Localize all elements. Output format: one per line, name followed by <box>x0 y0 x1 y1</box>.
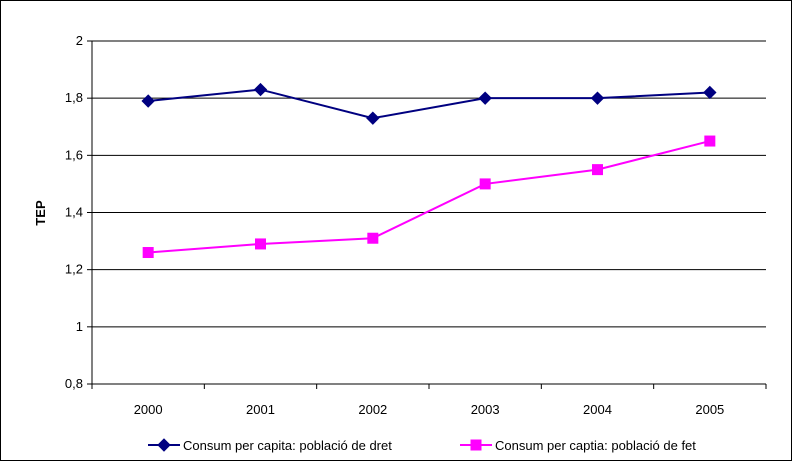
y-tick-label: 1 <box>76 319 83 334</box>
series-layer <box>141 82 717 259</box>
legend-label: Consum per capita: població de dret <box>183 438 392 453</box>
gridlines <box>92 40 766 328</box>
y-tick-label: 1,8 <box>65 90 83 105</box>
axes: 0,8 1 1,2 1,4 1,6 1,8 2 2000 2001 2002 2003 2004 200… <box>65 33 767 417</box>
x-tick-label: 2000 <box>134 402 163 417</box>
legend-item-1: Consum per capita: població de dret <box>148 438 392 453</box>
series-1 <box>141 82 717 125</box>
y-tick-label: 1,6 <box>65 147 83 162</box>
series-2-line <box>148 140 711 254</box>
series-2-point <box>704 135 716 147</box>
series-1-line <box>148 88 710 120</box>
series-1-point <box>478 91 492 105</box>
series-1-point <box>590 91 605 105</box>
legend: Consum per capita: població de dret Consu… <box>148 438 696 453</box>
x-tick-label: 2004 <box>583 402 612 417</box>
x-tick-label: 2002 <box>358 402 387 417</box>
y-axis-title: TEP <box>33 200 48 226</box>
series-2-point <box>142 247 154 259</box>
y-tick-label: 0,8 <box>65 376 83 391</box>
series-2-point <box>479 178 491 190</box>
x-tick-label: 2003 <box>471 402 500 417</box>
x-tick-label: 2001 <box>246 402 275 417</box>
series-2 <box>142 135 716 259</box>
legend-label: Consum per captia: població de fet <box>495 438 696 453</box>
y-tick-label: 2 <box>76 33 83 48</box>
series-2-point <box>367 232 379 244</box>
legend-swatch-marker <box>470 439 482 451</box>
series-2-point <box>255 238 266 250</box>
y-tick-label: 1,2 <box>65 262 83 277</box>
series-1-point <box>703 85 717 100</box>
series-2-point <box>592 164 603 176</box>
series-1-point <box>141 94 155 108</box>
legend-swatch-marker <box>157 438 171 452</box>
legend-item-2: Consum per captia: població de fet <box>460 438 696 453</box>
x-tick-label: 2005 <box>695 402 724 417</box>
y-tick-label: 1,4 <box>65 205 83 220</box>
series-1-point <box>366 111 380 125</box>
series-1-point <box>253 82 268 97</box>
